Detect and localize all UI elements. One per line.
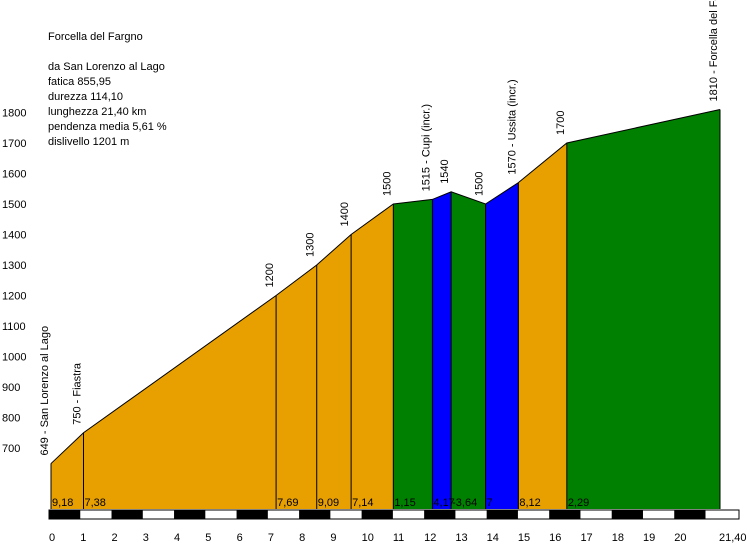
point-label: 1300 <box>305 233 317 257</box>
x-tick-label: 13 <box>455 532 467 544</box>
point-label: 1200 <box>264 263 276 287</box>
x-tick-label: 4 <box>174 532 180 544</box>
x-tick-label: 5 <box>205 532 211 544</box>
point-label: 1400 <box>339 202 351 226</box>
x-tick-label: 7 <box>268 532 274 544</box>
profile-segment <box>566 109 720 509</box>
x-axis-block <box>174 510 206 519</box>
x-tick-label: 15 <box>518 532 530 544</box>
x-axis-block <box>424 510 456 519</box>
x-tick-label: 8 <box>299 532 305 544</box>
x-tick-label: 20 <box>674 532 686 544</box>
x-axis-block <box>549 510 581 519</box>
segment-gradient-label: 8,12 <box>519 497 540 509</box>
x-axis-block <box>611 510 643 519</box>
point-label: 1540 <box>439 159 451 183</box>
profile-segment <box>351 204 394 509</box>
x-axis-block <box>49 510 81 519</box>
x-axis-block <box>674 510 706 519</box>
durezza-value: durezza 114,10 <box>48 91 124 103</box>
point-label: 1700 <box>555 111 567 135</box>
profile-segment <box>276 265 317 509</box>
dislivello-value: dislivello 1201 m <box>48 136 130 148</box>
x-tick-label: 17 <box>580 532 592 544</box>
x-tick-label: 16 <box>549 532 561 544</box>
x-tick-label: 3 <box>143 532 149 544</box>
y-axis: 700 800 900 1000 1100 1200 1300 1400 1500 1600 170… <box>2 108 26 456</box>
segment-gradient-label: 7,69 <box>277 497 298 509</box>
profile-segment <box>393 199 433 510</box>
point-label: 1500 <box>381 172 393 196</box>
x-tick-label: 18 <box>612 532 624 544</box>
x-tick-label: 19 <box>643 532 655 544</box>
profile-segment <box>51 432 84 509</box>
x-tick-label: 10 <box>362 532 374 544</box>
segment-gradient-label: 9,09 <box>318 497 339 509</box>
y-tick-label: 900 <box>2 382 20 394</box>
profile-segment <box>316 234 352 509</box>
x-tick-label: 6 <box>237 532 243 544</box>
y-tick-label: 1600 <box>2 169 26 181</box>
x-tick-label: 0 <box>49 532 55 544</box>
profile-outline <box>50 108 721 464</box>
profile-segment <box>451 191 486 510</box>
y-tick-label: 1200 <box>2 291 26 303</box>
segment-gradient-label: 9,18 <box>52 497 73 509</box>
y-tick-label: 1800 <box>2 108 26 120</box>
x-axis: 0 1 2 3 4 5 6 7 8 9 10 11 12 13 14 15 16 17 18 19 20 21,40 <box>48 509 747 544</box>
profile-segment <box>83 295 277 509</box>
segment-dividers <box>50 109 721 509</box>
point-labels: 649 - San Lorenzo al Lago 750 - Fiastra 12… <box>39 0 720 456</box>
segment-gradient-label: 2,29 <box>568 497 589 509</box>
point-label: 649 - San Lorenzo al Lago <box>39 326 51 456</box>
segment-gradient-label: -3,64 <box>452 497 477 509</box>
x-axis-block <box>111 510 143 519</box>
x-tick-label: 12 <box>424 532 436 544</box>
profile-segment <box>518 143 567 509</box>
point-label: 1810 - Forcella del Fargno <box>708 0 720 101</box>
x-tick-label: 21,40 <box>719 532 747 544</box>
y-tick-label: 700 <box>2 443 20 455</box>
point-label: 1500 <box>474 172 486 196</box>
x-tick-label: 14 <box>487 532 499 544</box>
point-label: 1515 - Cupi (incr.) <box>420 104 432 191</box>
point-label: 750 - Fiastra <box>72 362 84 425</box>
point-label: 1570 - Ussita (incr.) <box>506 79 518 174</box>
gradient-labels: 9,18 7,38 7,69 9,09 7,14 1,15 4,17-3,64 7 8,12 2,… <box>52 497 589 509</box>
pendenza-value: pendenza media 5,61 % <box>48 121 167 133</box>
segment-gradient-label: 7 <box>487 497 493 509</box>
y-tick-label: 1100 <box>2 321 26 333</box>
segment-gradient-label: 4,17 <box>433 497 454 509</box>
x-axis-block <box>361 510 393 519</box>
fatica-value: fatica 855,95 <box>48 76 111 88</box>
y-tick-label: 1700 <box>2 138 26 150</box>
y-tick-label: 800 <box>2 413 20 425</box>
route-stats: da San Lorenzo al Lago fatica 855,95 dur… <box>48 60 167 150</box>
y-tick-label: 1400 <box>2 230 26 242</box>
segment-gradient-label: 7,14 <box>352 497 373 509</box>
x-axis-block <box>236 510 268 519</box>
x-axis-block <box>299 510 331 519</box>
y-tick-label: 1500 <box>2 199 26 211</box>
y-tick-label: 1000 <box>2 352 26 364</box>
profile-segment <box>485 182 519 509</box>
x-tick-label: 1 <box>80 532 86 544</box>
route-start: da San Lorenzo al Lago <box>48 61 165 73</box>
x-tick-label: 11 <box>393 532 404 544</box>
segment-gradient-label: 7,38 <box>85 497 106 509</box>
y-tick-label: 1300 <box>2 260 26 272</box>
profile-segment <box>432 191 452 510</box>
x-tick-label: 2 <box>112 532 118 544</box>
segment-gradient-label: 1,15 <box>394 497 415 509</box>
chart-title: Forcella del Fargno <box>48 31 143 43</box>
profile-segments <box>50 108 721 510</box>
x-axis-block <box>486 510 518 519</box>
x-tick-label: 9 <box>330 532 336 544</box>
lunghezza-value: lunghezza 21,40 km <box>48 106 147 118</box>
